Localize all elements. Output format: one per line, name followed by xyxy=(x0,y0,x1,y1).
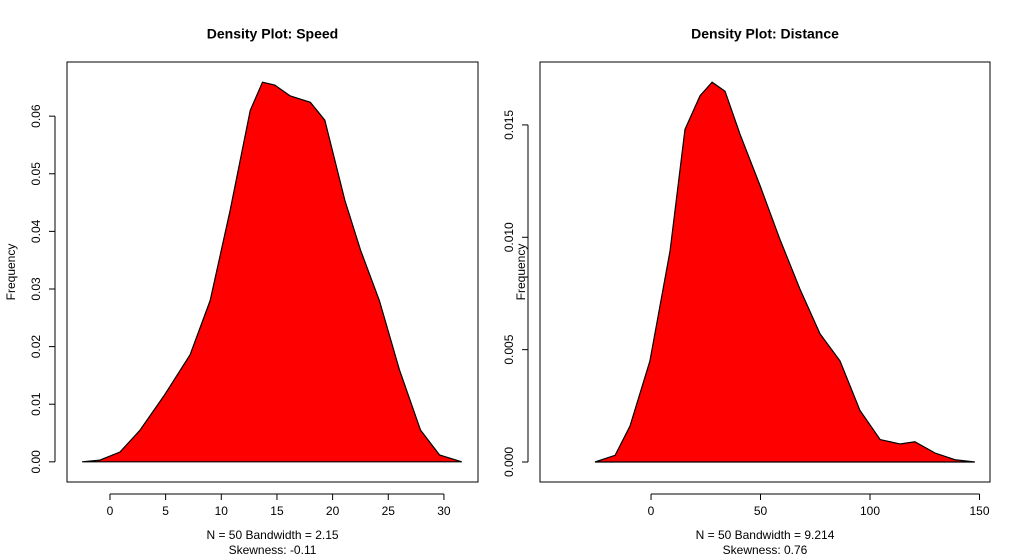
plot-box xyxy=(66,61,479,483)
x-tick-label: 0 xyxy=(648,504,655,518)
x-tick-label: 5 xyxy=(162,504,169,518)
y-tick-label: 0.03 xyxy=(29,277,43,301)
y-axis-label: Frequency xyxy=(514,244,528,301)
annotation: Skewness: -0.11 xyxy=(229,543,317,557)
y-tick-label: 0.06 xyxy=(29,104,43,128)
x-tick-label: 25 xyxy=(382,504,396,518)
x-tick-label: 10 xyxy=(215,504,229,518)
y-tick-label: 0.005 xyxy=(502,334,516,364)
chart-title: Density Plot: Distance xyxy=(691,26,839,42)
density-area xyxy=(594,81,975,463)
x-axis-label: N = 50 Bandwidth = 2.15 xyxy=(206,528,338,542)
annotation: Skewness: 0.76 xyxy=(723,543,808,557)
chart-title: Density Plot: Speed xyxy=(207,26,338,42)
y-tick-label: 0.05 xyxy=(29,162,43,186)
x-tick-label: 100 xyxy=(860,504,880,518)
y-tick-label: 0.000 xyxy=(502,447,516,477)
x-tick-label: 0 xyxy=(107,504,114,518)
y-tick-label: 0.04 xyxy=(29,219,43,243)
y-tick-label: 0.015 xyxy=(502,110,516,140)
x-tick-label: 15 xyxy=(270,504,284,518)
density-area xyxy=(82,81,462,463)
plot-box xyxy=(539,61,991,483)
y-tick-label: 0.02 xyxy=(29,335,43,359)
x-tick-label: 50 xyxy=(754,504,768,518)
x-tick-label: 20 xyxy=(326,504,340,518)
x-axis-label: N = 50 Bandwidth = 9.214 xyxy=(696,528,835,542)
x-tick-label: 150 xyxy=(969,504,989,518)
y-tick-label: 0.01 xyxy=(29,392,43,416)
y-tick-label: 0.010 xyxy=(502,222,516,252)
y-axis-label: Frequency xyxy=(4,244,18,301)
x-tick-label: 30 xyxy=(437,504,451,518)
y-tick-label: 0.00 xyxy=(29,450,43,474)
